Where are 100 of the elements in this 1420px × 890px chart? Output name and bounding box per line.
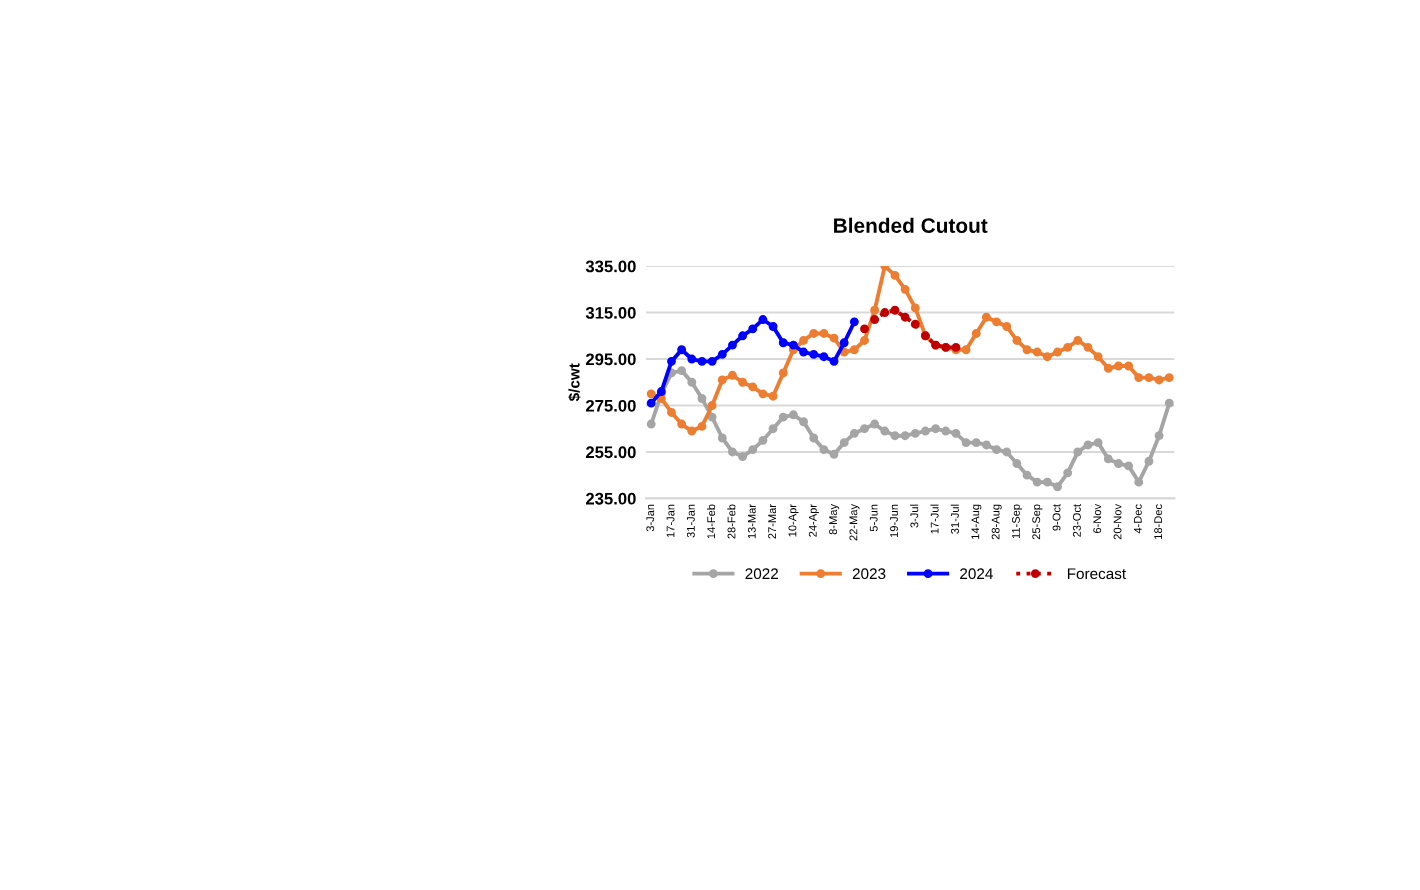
y-tick-label: 335.00 <box>585 260 636 273</box>
point <box>677 419 687 429</box>
point <box>1012 459 1022 468</box>
point <box>819 445 829 455</box>
point <box>829 333 839 343</box>
point <box>748 445 758 455</box>
chart-title: Blended Cutout <box>834 217 988 233</box>
y-tick-label: 295.00 <box>585 353 636 366</box>
point <box>880 426 890 436</box>
point <box>870 419 880 429</box>
point <box>890 431 900 441</box>
y-tick-label: 255.00 <box>585 446 636 459</box>
point <box>697 394 707 403</box>
line-series <box>646 366 1174 492</box>
point <box>1083 440 1093 450</box>
point <box>961 345 971 355</box>
point <box>890 305 900 315</box>
point <box>981 440 991 450</box>
point <box>921 426 930 436</box>
point <box>1103 363 1113 373</box>
point <box>728 370 737 380</box>
point <box>971 438 981 448</box>
point <box>951 428 961 438</box>
point <box>1114 361 1123 371</box>
point <box>758 315 768 324</box>
point <box>809 349 819 359</box>
point <box>900 284 910 294</box>
point <box>768 391 778 401</box>
point <box>1093 352 1103 362</box>
y-tick-label: 315.00 <box>585 306 636 319</box>
point <box>697 421 707 431</box>
point <box>687 354 697 364</box>
point <box>900 431 910 441</box>
point <box>677 345 687 355</box>
point <box>809 329 819 338</box>
point <box>1073 447 1083 457</box>
point <box>910 319 920 329</box>
point <box>1002 322 1012 331</box>
point <box>1164 398 1174 408</box>
point <box>941 426 951 436</box>
point <box>646 389 656 399</box>
point <box>738 331 748 341</box>
point <box>677 366 687 376</box>
point <box>687 377 697 387</box>
point <box>799 336 808 345</box>
point <box>1114 459 1123 468</box>
point <box>778 412 788 422</box>
point <box>860 424 869 434</box>
point <box>1124 461 1134 471</box>
point <box>1042 477 1052 487</box>
point <box>667 356 676 366</box>
point <box>728 340 737 350</box>
point <box>778 368 788 378</box>
point <box>870 305 880 315</box>
point <box>1063 468 1073 478</box>
point <box>697 356 707 366</box>
point <box>910 428 920 438</box>
point <box>717 375 727 385</box>
point <box>768 424 778 434</box>
point <box>738 377 748 387</box>
point <box>717 433 727 443</box>
point <box>799 417 808 427</box>
point <box>748 324 758 334</box>
point <box>860 324 869 334</box>
point <box>788 410 798 420</box>
point <box>1063 342 1073 352</box>
point <box>799 347 808 357</box>
point <box>1032 477 1042 487</box>
point <box>1002 447 1012 457</box>
point <box>1083 342 1093 352</box>
point <box>819 329 829 338</box>
point <box>900 312 910 322</box>
point <box>768 322 778 331</box>
point <box>839 438 849 448</box>
point <box>819 352 829 362</box>
point <box>1144 373 1154 383</box>
point <box>809 433 819 443</box>
point <box>687 426 697 436</box>
point <box>860 336 869 345</box>
point <box>758 389 768 399</box>
point <box>849 317 859 327</box>
point <box>1032 347 1042 357</box>
point <box>788 340 798 350</box>
point <box>738 452 748 462</box>
point <box>880 308 890 318</box>
point <box>829 449 839 459</box>
point <box>707 412 717 422</box>
point <box>981 312 991 322</box>
point <box>707 401 717 410</box>
point <box>1012 336 1022 345</box>
point <box>849 345 859 355</box>
point <box>1093 438 1103 448</box>
y-tick-label: 275.00 <box>585 399 636 412</box>
point <box>646 419 656 429</box>
point <box>992 445 1002 455</box>
point <box>1053 482 1062 492</box>
point <box>910 303 920 313</box>
point <box>1124 361 1134 371</box>
point <box>890 270 900 280</box>
point <box>758 435 768 445</box>
